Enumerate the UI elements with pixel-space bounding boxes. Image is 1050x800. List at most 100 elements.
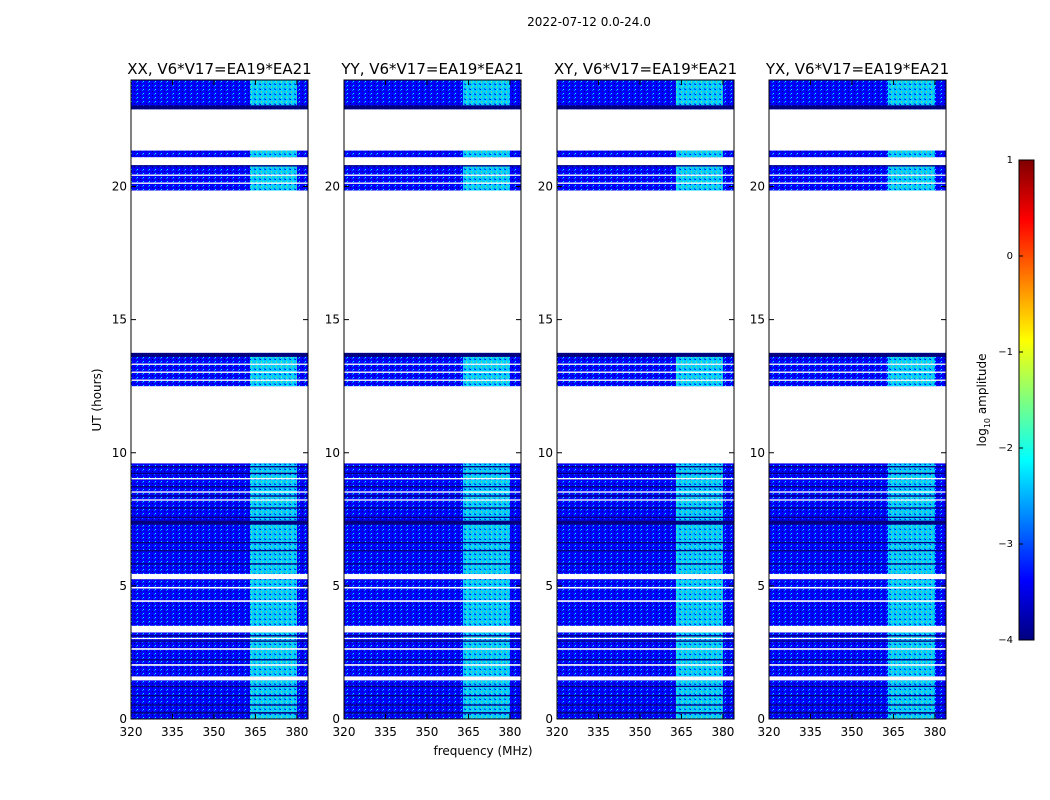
bright-band — [887, 165, 935, 191]
flagged-row — [557, 495, 734, 497]
flagged-row — [344, 541, 521, 544]
bright-band — [887, 150, 935, 158]
y-tick-label: 5 — [757, 579, 765, 593]
bright-band — [249, 352, 297, 387]
x-tick-label: 350 — [629, 725, 652, 739]
flagged-row — [557, 704, 734, 706]
gap-row — [131, 586, 308, 589]
gap-row — [769, 379, 946, 381]
panel-0: XX, V6*V17=EA19*EA21 320 335 350 365 380 0 5 10 1… — [112, 60, 312, 739]
y-tick-label: 0 — [119, 712, 127, 726]
gap-row — [131, 637, 308, 640]
gap-row — [769, 182, 946, 184]
flagged-row — [769, 486, 946, 488]
panel-title: XX, V6*V17=EA19*EA21 — [127, 60, 311, 78]
data-block — [344, 150, 521, 158]
gap-row — [344, 491, 521, 493]
gap-row — [344, 182, 521, 184]
gap-row — [769, 363, 946, 365]
flagged-row — [344, 472, 521, 475]
gap-row — [769, 637, 946, 640]
data-block — [769, 150, 946, 158]
colorbar-tick-label: −3 — [998, 539, 1013, 550]
flagged-row — [344, 486, 521, 488]
y-tick-label: 5 — [119, 579, 127, 593]
y-tick-label: 0 — [545, 712, 553, 726]
x-tick-label: 380 — [711, 725, 734, 739]
flagged-row — [344, 507, 521, 509]
bright-band — [675, 632, 723, 677]
y-tick-label: 5 — [545, 579, 553, 593]
bright-band — [675, 579, 723, 626]
gap-row — [557, 586, 734, 589]
gap-row — [344, 600, 521, 602]
x-axis-label: frequency (MHz) — [433, 744, 532, 758]
gap-row — [769, 586, 946, 589]
gap-row — [769, 174, 946, 176]
panel-frame — [768, 79, 947, 720]
flagged-row — [769, 659, 946, 661]
gap-row — [769, 478, 946, 480]
gap-row — [557, 363, 734, 365]
bright-band — [675, 352, 723, 387]
flagged-row — [557, 541, 734, 544]
x-tick-label: 350 — [416, 725, 439, 739]
y-tick-label: 20 — [538, 180, 553, 194]
flagged-row — [557, 516, 734, 518]
flagged-row — [557, 635, 734, 637]
gap-row — [344, 363, 521, 365]
flagged-row — [131, 635, 308, 637]
colorbar-gradient — [1018, 159, 1035, 641]
panel-title: YY, V6*V17=EA19*EA21 — [340, 60, 523, 78]
flagged-row — [557, 695, 734, 697]
flagged-row — [344, 712, 521, 714]
bright-band — [462, 165, 510, 191]
gap-row — [344, 499, 521, 501]
gap-row — [344, 371, 521, 373]
gap-row — [769, 664, 946, 666]
colorbar-tick-label: −1 — [998, 347, 1013, 358]
flagged-row — [769, 704, 946, 706]
y-tick-label: 20 — [112, 180, 127, 194]
flagged-row — [344, 352, 521, 357]
flagged-row — [769, 541, 946, 544]
bright-band — [462, 80, 510, 110]
gap-row — [131, 664, 308, 666]
bright-band — [675, 165, 723, 191]
x-tick-label: 350 — [203, 725, 226, 739]
y-tick-label: 0 — [757, 712, 765, 726]
flagged-row — [769, 516, 946, 518]
x-tick-label: 335 — [161, 725, 184, 739]
flagged-row — [131, 712, 308, 714]
flagged-row — [344, 520, 521, 525]
flagged-row — [769, 635, 946, 637]
bright-band — [887, 632, 935, 677]
x-tick-label: 320 — [758, 725, 781, 739]
bright-band — [887, 579, 935, 626]
gap-row — [557, 648, 734, 650]
gap-row — [344, 478, 521, 480]
panel-frame — [130, 79, 309, 720]
x-tick-label: 320 — [120, 725, 143, 739]
flagged-row — [344, 635, 521, 637]
gap-row — [557, 182, 734, 184]
gap-row — [131, 371, 308, 373]
flagged-row — [344, 105, 521, 110]
y-tick-label: 15 — [325, 313, 340, 327]
gap-row — [557, 499, 734, 501]
flagged-row — [344, 704, 521, 706]
bright-band — [462, 352, 510, 387]
bright-band — [249, 80, 297, 110]
panel-title: XY, V6*V17=EA19*EA21 — [554, 60, 737, 78]
gap-row — [131, 174, 308, 176]
gap-row — [557, 379, 734, 381]
flagged-row — [769, 640, 946, 642]
flagged-row — [557, 520, 734, 525]
gap-row — [131, 379, 308, 381]
y-tick-label: 15 — [750, 313, 765, 327]
flagged-row — [769, 105, 946, 110]
gap-row — [131, 182, 308, 184]
flagged-row — [557, 105, 734, 110]
y-axis-label: UT (hours) — [90, 368, 104, 431]
